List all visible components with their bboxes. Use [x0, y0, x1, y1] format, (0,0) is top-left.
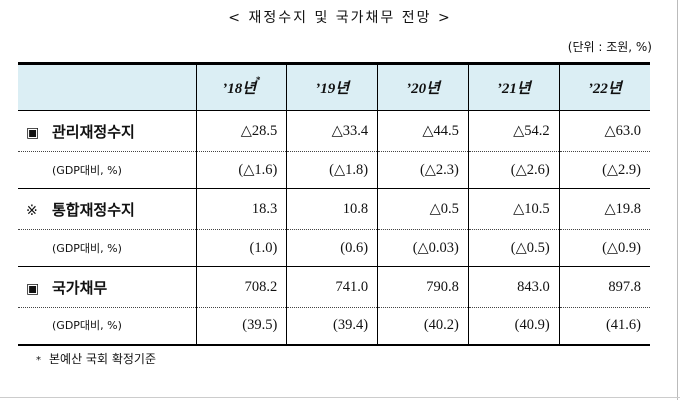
row-label: (GDP대비, %) — [52, 319, 122, 333]
value-cell: (41.6) — [558, 307, 650, 346]
value-cell: △63.0 — [558, 110, 650, 152]
header-corner-cell — [18, 62, 196, 111]
fiscal-outlook-table: ’18년* ’19년 ’20년 ’21년 ’22년 ▣ 관리재정수지 △28.5 … — [18, 62, 650, 346]
table-row-national-debt-gdp-ratio: (GDP대비, %) (39.5) (39.4) (40.2) (40.9) (… — [18, 307, 650, 346]
header-row: ’18년* ’19년 ’20년 ’21년 ’22년 — [18, 62, 650, 111]
year-label: ’19년 — [315, 81, 350, 97]
year-label: ’20년 — [406, 81, 440, 97]
row-label: 국가채무 — [52, 278, 108, 297]
value-cell: △28.5 — [195, 110, 287, 152]
row-label-cell: (GDP대비, %) — [18, 151, 196, 189]
value-cell: 790.8 — [377, 266, 469, 308]
year-header-2021: ’21년 — [467, 62, 560, 111]
value-cell: △0.5 — [377, 188, 469, 230]
value-cell: 843.0 — [467, 266, 560, 308]
value-cell: (40.2) — [377, 307, 469, 346]
value-cell: △54.2 — [467, 110, 560, 152]
table-row-consolidated-fiscal-balance: ※ 통합재정수지 18.3 10.8 △0.5 △10.5 △19.8 — [18, 188, 650, 230]
square-bullet-icon: ▣ — [26, 280, 40, 297]
row-label: 관리재정수지 — [52, 122, 135, 141]
row-label-cell: (GDP대비, %) — [18, 229, 196, 267]
value-cell: 10.8 — [286, 188, 378, 230]
unit-note: (단위 : 조원, %) — [567, 40, 652, 54]
row-label-cell: ▣ 국가채무 — [18, 266, 196, 308]
year-header-2019: ’19년 — [286, 62, 378, 111]
row-label-cell: ※ 통합재정수지 — [18, 188, 196, 230]
value-cell: 18.3 — [195, 188, 287, 230]
value-cell: (△2.6) — [467, 151, 560, 189]
value-cell: (1.0) — [195, 229, 287, 267]
square-bullet-icon: ▣ — [26, 124, 40, 141]
row-label-cell: ▣ 관리재정수지 — [18, 110, 196, 152]
table-row-national-debt: ▣ 국가채무 708.2 741.0 790.8 843.0 897.8 — [18, 266, 650, 308]
year-label: ’22년 — [587, 81, 622, 97]
year-label: ’18년 — [222, 81, 257, 97]
table-title: < 재정수지 및 국가채무 전망 > — [228, 10, 452, 26]
value-cell: △33.4 — [286, 110, 378, 152]
value-cell: (△1.8) — [286, 151, 378, 189]
value-cell: (△0.9) — [558, 229, 650, 267]
value-cell: (△1.6) — [195, 151, 287, 189]
value-cell: (0.6) — [286, 229, 378, 267]
value-cell: 741.0 — [286, 266, 378, 308]
value-cell: (39.5) — [195, 307, 287, 346]
footnote-mark: * — [36, 355, 41, 366]
year-header-2018: ’18년* — [195, 62, 287, 111]
value-cell: (△2.3) — [377, 151, 469, 189]
value-cell: (△2.9) — [558, 151, 650, 189]
value-cell: 897.8 — [558, 266, 650, 308]
year-header-2020: ’20년 — [377, 62, 469, 111]
year-label: ’21년 — [496, 81, 531, 97]
value-cell: △44.5 — [377, 110, 469, 152]
footnote-text: 본예산 국회 확정기준 — [49, 352, 156, 366]
value-cell: 708.2 — [195, 266, 287, 308]
row-label: 통합재정수지 — [52, 200, 135, 219]
frame-bottom-edge — [0, 397, 680, 398]
row-label-cell: (GDP대비, %) — [18, 307, 196, 346]
value-cell: (△0.03) — [377, 229, 469, 267]
row-label: (GDP대비, %) — [52, 241, 122, 255]
frame-right-edge — [677, 0, 678, 400]
value-cell: (39.4) — [286, 307, 378, 346]
value-cell: (40.9) — [467, 307, 560, 346]
row-label: (GDP대비, %) — [52, 163, 122, 177]
value-cell: △10.5 — [467, 188, 560, 230]
year-footnote-mark: * — [256, 75, 261, 85]
year-header-2022: ’22년 — [558, 62, 650, 111]
value-cell: (△0.5) — [467, 229, 560, 267]
table-row-managed-balance-gdp-ratio: (GDP대비, %) (△1.6) (△1.8) (△2.3) (△2.6) (… — [18, 151, 650, 189]
value-cell: △19.8 — [558, 188, 650, 230]
table-row-managed-fiscal-balance: ▣ 관리재정수지 △28.5 △33.4 △44.5 △54.2 △63.0 — [18, 110, 650, 152]
table-row-consolidated-balance-gdp-ratio: (GDP대비, %) (1.0) (0.6) (△0.03) (△0.5) (△… — [18, 229, 650, 267]
footnote: * 본예산 국회 확정기준 — [36, 350, 156, 367]
reference-mark-icon: ※ — [26, 202, 38, 219]
